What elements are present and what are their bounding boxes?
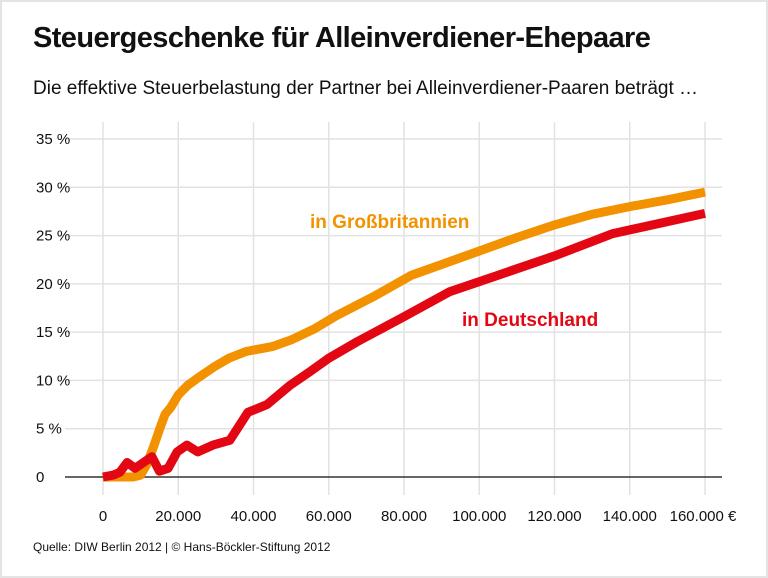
y-tick-label: 10 %: [36, 372, 70, 389]
x-tick-label: 60.000: [306, 508, 352, 525]
x-tick-label: 80.000: [381, 508, 427, 525]
y-tick-label: 35 %: [36, 131, 70, 148]
y-tick-label: 5 %: [36, 421, 62, 438]
chart-title: Steuergeschenke für Alleinverdiener-Ehep…: [33, 22, 651, 54]
source-note: Quelle: DIW Berlin 2012 | © Hans-Böckler…: [33, 540, 331, 554]
x-tick-label: 0: [99, 508, 107, 525]
series-label-de: in Deutschland: [462, 310, 598, 331]
x-tick-label: 140.000: [603, 508, 657, 525]
chart-subtitle: Die effektive Steuerbelastung der Partne…: [33, 78, 699, 99]
series-label-uk: in Großbritannien: [310, 212, 469, 233]
x-tick-label: 100.000: [452, 508, 506, 525]
x-tick-label: 40.000: [231, 508, 277, 525]
x-tick-label: 120.000: [527, 508, 581, 525]
y-tick-label: 20 %: [36, 276, 70, 293]
x-tick-label: 20.000: [155, 508, 201, 525]
y-tick-label: 30 %: [36, 179, 70, 196]
x-tick-label: 160.000 €: [670, 508, 737, 525]
series-line-de: [102, 209, 706, 482]
y-tick-label: 0: [36, 469, 44, 486]
y-tick-label: 15 %: [36, 324, 70, 341]
y-tick-label: 25 %: [36, 228, 70, 245]
